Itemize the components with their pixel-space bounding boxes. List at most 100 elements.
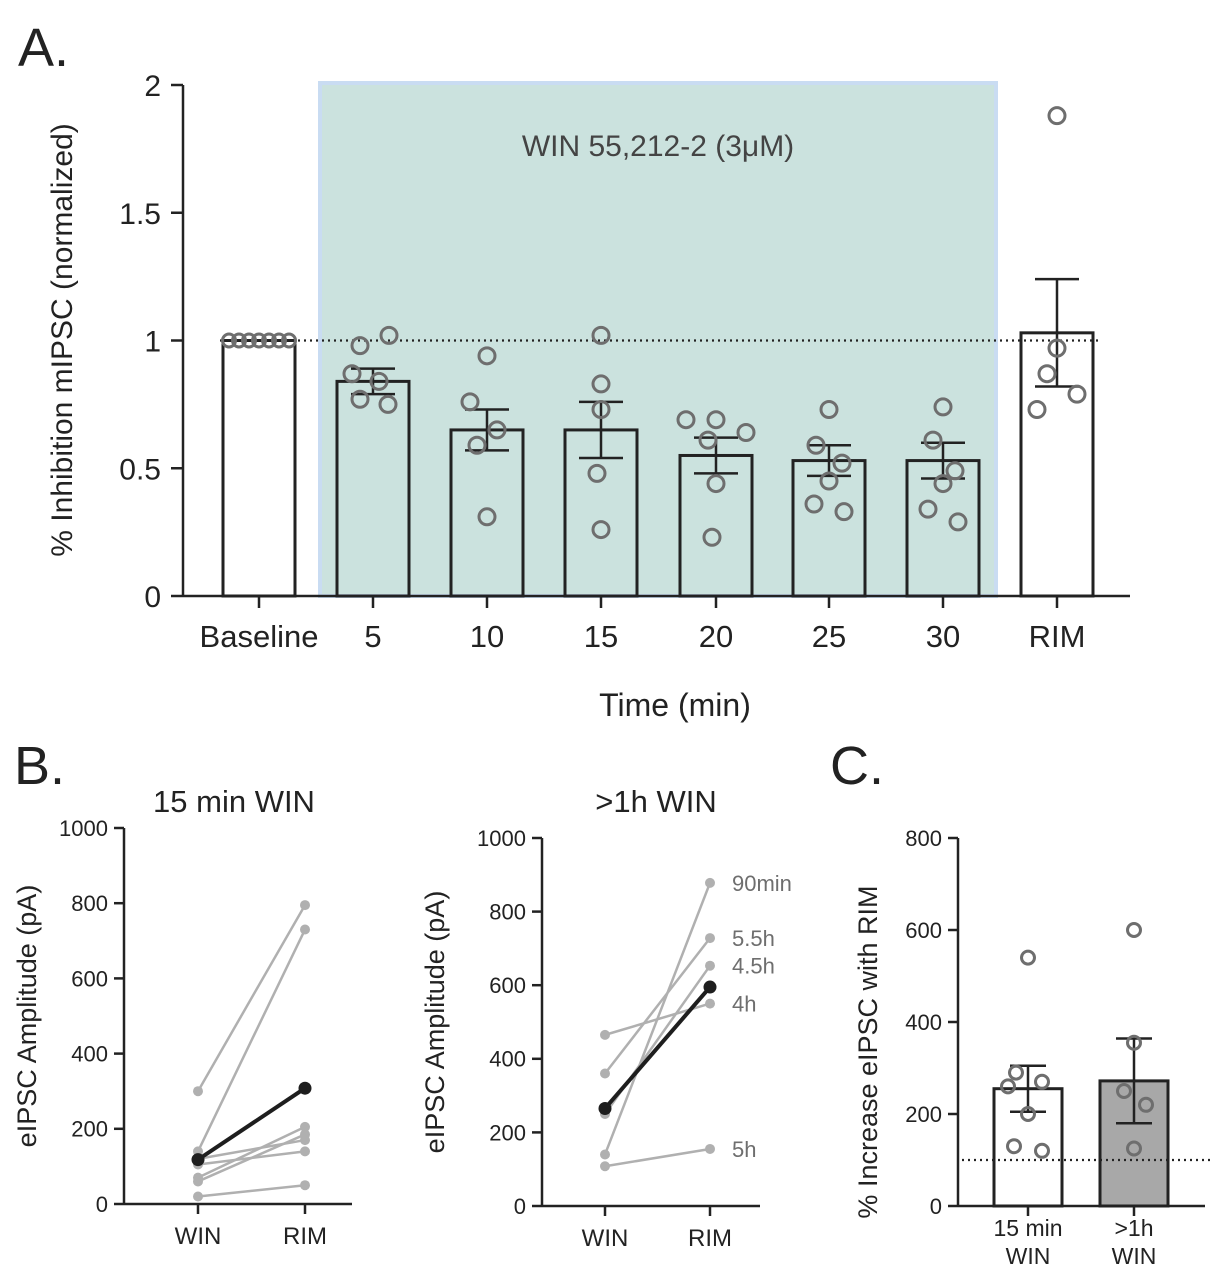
data-point — [487, 420, 507, 440]
c-y-tick-label: 200 — [905, 1102, 942, 1127]
b1-mean-line — [196, 1086, 307, 1162]
c-y-tick-label: 600 — [905, 918, 942, 943]
a-x-tick-label: 15 — [584, 619, 618, 654]
c-x-tick-label: WIN — [1006, 1243, 1051, 1269]
b2-y-tick-label: 0 — [514, 1194, 526, 1219]
b2-x-tick-label: RIM — [688, 1225, 732, 1252]
data-point — [819, 471, 839, 491]
a-x-axis-title: Time (min) — [599, 687, 751, 723]
data-point — [460, 392, 480, 412]
b1-series-line — [196, 928, 307, 1152]
data-point — [834, 502, 854, 522]
bar-25 — [791, 459, 867, 598]
b2-series-label: 5h — [732, 1137, 756, 1162]
a-y-tick-label: 1 — [144, 326, 161, 359]
data-point — [342, 364, 362, 384]
b2-series-line — [604, 1147, 711, 1168]
b1-y-tick-label: 200 — [71, 1117, 108, 1142]
a-y-tick-label: 0 — [144, 581, 161, 614]
b1-series-point — [300, 1121, 310, 1132]
data-point — [350, 336, 370, 356]
c-data-point — [1116, 1083, 1132, 1099]
data-point — [467, 435, 487, 455]
b1-mean-point — [191, 1153, 205, 1167]
b2-series-point — [705, 933, 715, 944]
data-point — [369, 371, 389, 391]
b1-y-tick-label: 400 — [71, 1042, 108, 1067]
bar-baseline — [221, 339, 297, 598]
b2-series-point — [600, 1149, 610, 1160]
b1-series-point — [300, 924, 310, 935]
c-data-point — [1126, 1034, 1142, 1051]
b1-series-point — [300, 1180, 310, 1191]
data-point — [706, 410, 726, 430]
a-x-tick-label: 5 — [364, 619, 381, 654]
c-y-axis-title: % Increase eIPSC with RIM — [853, 885, 883, 1218]
data-point — [587, 463, 607, 483]
b1-y-axis-title: eIPSC Amplitude (pA) — [12, 885, 42, 1148]
a-x-tick-label: 25 — [812, 619, 846, 654]
a-x-tick-label: RIM — [1029, 619, 1086, 654]
c-y-tick-label: 400 — [905, 1010, 942, 1035]
b1-y-tick-label: 1000 — [59, 816, 108, 841]
b1-series-line — [197, 1150, 306, 1166]
b1-series-point — [193, 1191, 203, 1202]
c-data-point — [1034, 1073, 1050, 1090]
b2-y-tick-label: 400 — [489, 1047, 526, 1072]
data-point — [933, 397, 953, 417]
data-point — [251, 332, 267, 349]
c-x-tick-label: 15 min — [993, 1215, 1062, 1241]
c-data-point — [1008, 1064, 1024, 1081]
b1-series-point — [193, 1086, 203, 1097]
bar-10 — [449, 428, 525, 598]
b1-mean-point — [298, 1081, 312, 1095]
chart-a-inhibition-mipsc: WIN 55,212-2 (3μM) 0 0.5 1 1.5 2 Baseline 5 10 15… — [46, 70, 1130, 723]
data-point — [1027, 399, 1047, 419]
b2-series-label: 90min — [732, 871, 792, 896]
c-data-point — [1020, 949, 1036, 966]
data-point — [221, 332, 237, 349]
b2-y-tick-label: 600 — [489, 973, 526, 998]
data-point — [379, 325, 399, 345]
b2-title: >1h WIN — [595, 784, 716, 819]
b1-series-line — [197, 1183, 306, 1198]
data-point — [819, 399, 839, 419]
b2-series-point — [705, 1143, 715, 1154]
data-point — [241, 332, 257, 349]
data-point — [933, 474, 953, 494]
b2-mean-point — [598, 1101, 612, 1115]
data-point — [948, 512, 968, 532]
data-point — [591, 520, 611, 540]
data-point — [1047, 338, 1067, 358]
b2-series-point — [600, 1068, 610, 1079]
b1-series-point — [300, 1146, 310, 1157]
data-point — [1047, 106, 1067, 126]
b1-series-line — [197, 1138, 306, 1161]
b2-x-tick-label: WIN — [582, 1225, 629, 1252]
b1-title: 15 min WIN — [153, 784, 315, 819]
c-data-point — [1006, 1138, 1022, 1155]
treatment-label: WIN 55,212-2 (3μM) — [522, 130, 794, 163]
a-x-tick-label: 30 — [926, 619, 960, 654]
c-data-point — [1000, 1078, 1016, 1095]
c-y-tick-label: 800 — [905, 826, 942, 851]
b2-series-point — [600, 1029, 610, 1040]
b2-y-tick-label: 200 — [489, 1120, 526, 1145]
data-point — [271, 332, 287, 349]
b2-mean-point — [703, 980, 717, 994]
data-point — [1037, 364, 1057, 384]
a-x-tick-label: Baseline — [200, 619, 319, 654]
b2-y-axis-title: eIPSC Amplitude (pA) — [420, 891, 450, 1154]
a-y-tick-label: 1.5 — [119, 198, 161, 231]
data-point — [806, 435, 826, 455]
b1-x-tick-label: RIM — [283, 1223, 327, 1250]
b2-series-label: 4h — [732, 992, 756, 1017]
data-point — [261, 332, 277, 349]
bar-5 — [335, 379, 411, 598]
data-point — [945, 461, 965, 481]
c-data-point — [1126, 922, 1142, 938]
chart-b2-1h-win: 0 200 400 600 800 1000 WIN RIM >1h WIN eIPSC Ampl… — [420, 784, 792, 1252]
a-y-tick-label: 0.5 — [119, 453, 161, 486]
